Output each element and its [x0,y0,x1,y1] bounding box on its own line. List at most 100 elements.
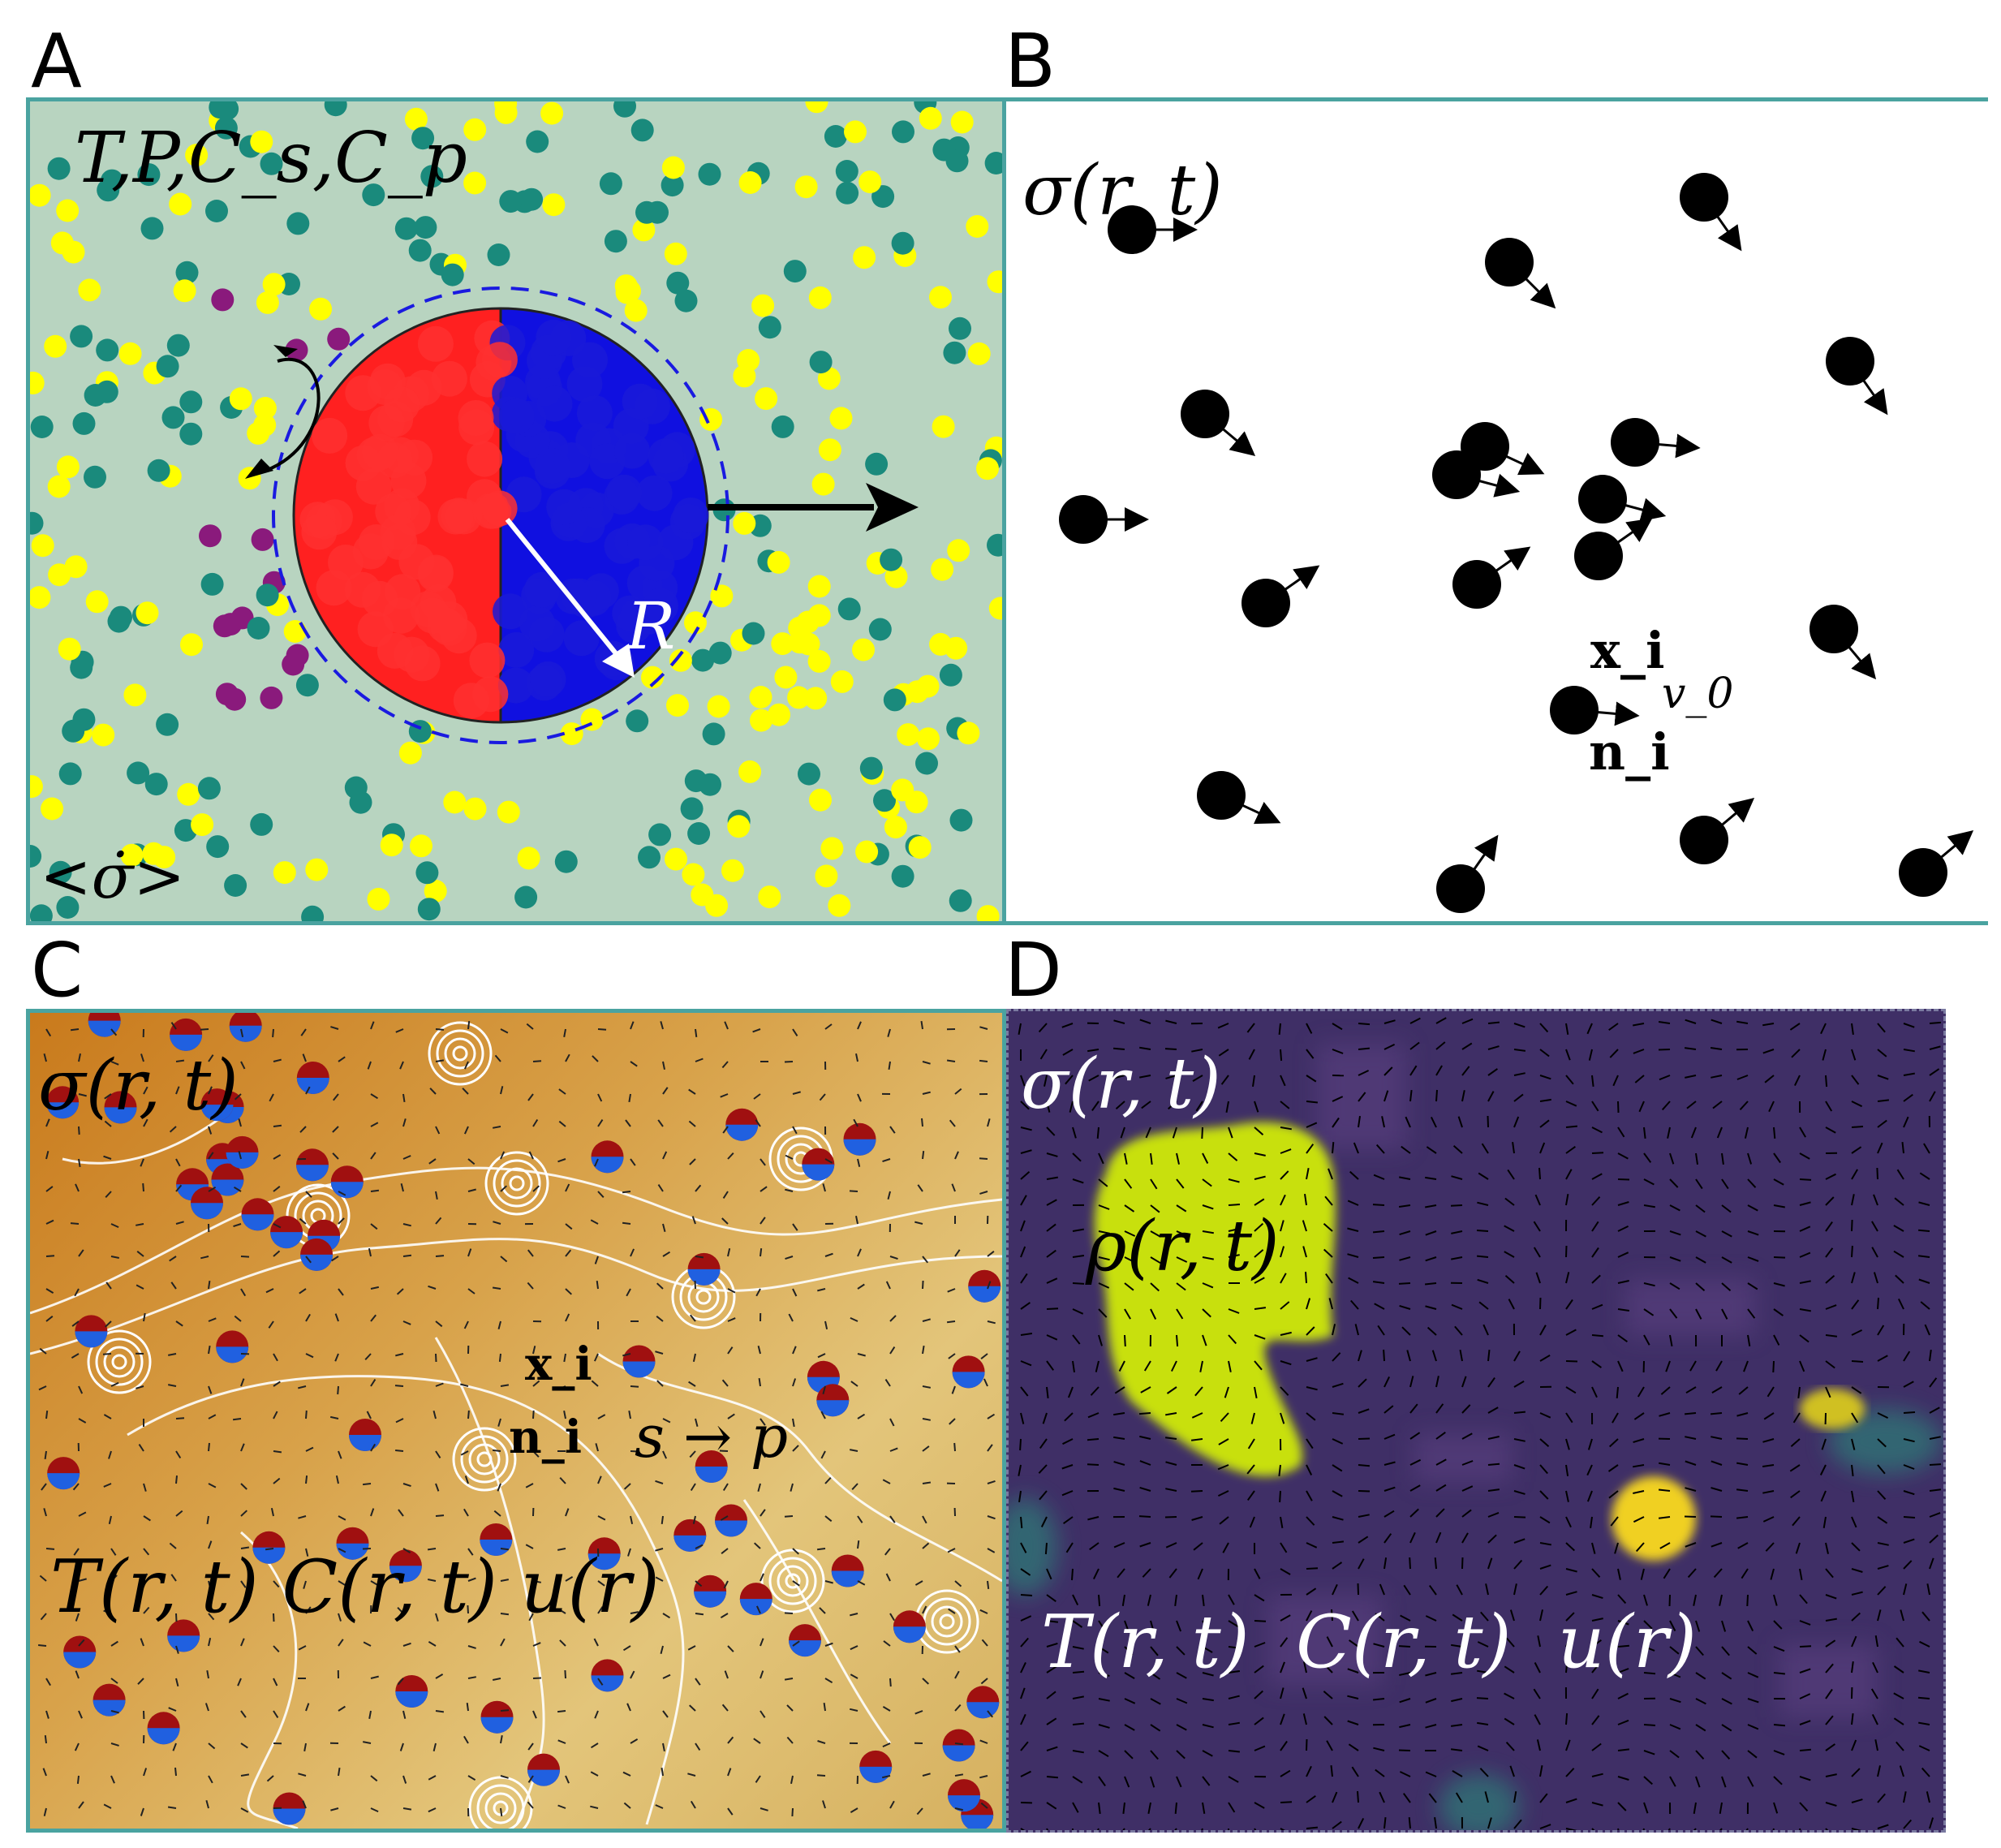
bath-particle [987,533,1002,557]
flow-arrow [169,1126,177,1133]
velocity-arrow [1218,1438,1229,1445]
flow-arrow [500,1086,504,1095]
flow-arrow [661,1515,664,1525]
flow-arrow [110,1061,119,1066]
velocity-arrow [1018,1490,1022,1503]
velocity-arrow [1150,1646,1159,1656]
bath-particle [301,905,325,921]
velocity-arrow [1254,1277,1265,1284]
velocity-arrow [1513,1559,1523,1570]
bath-particle [787,686,811,709]
flow-arrow [273,1580,280,1588]
velocity-arrow [1929,1557,1934,1570]
velocity-arrow [1929,1534,1939,1544]
bath-particle [768,703,790,726]
velocity-arrow [1643,1776,1653,1786]
velocity-arrow [1280,1194,1286,1206]
vortex-ring [777,1565,809,1597]
velocity-arrow [1762,1049,1775,1054]
velocity-arrow [1046,1717,1057,1725]
flow-arrow [143,1118,148,1127]
velocity-arrow [1903,1560,1913,1570]
velocity-arrow [1461,1018,1474,1024]
velocity-arrow [1565,1661,1569,1674]
flow-arrow [43,1093,47,1102]
flow-arrow [630,1385,639,1388]
janus-bead [673,498,709,533]
velocity-arrow [1799,1693,1811,1699]
flow-arrow [467,1605,469,1614]
flow-arrow [435,1382,444,1387]
velocity-arrow [1659,1462,1671,1466]
velocity-arrow [1427,1326,1437,1336]
flow-arrow [922,1345,925,1355]
flow-arrow [688,1381,696,1387]
flow-arrow [723,1580,729,1589]
flow-arrow [948,1608,956,1614]
velocity-arrow [1617,1201,1629,1206]
velocity-arrow [1874,1635,1878,1648]
flow-arrow [110,1256,119,1259]
flow-arrow [824,1477,832,1484]
flow-arrow [695,1613,704,1616]
flow-arrow [565,1183,570,1192]
janus-swimmer [241,1198,274,1231]
velocity-arrow [1903,1023,1915,1028]
bath-particle [708,641,732,665]
velocity-arrow [1409,1089,1413,1102]
velocity-arrow [1487,1488,1500,1492]
velocity-arrow [1669,1334,1673,1346]
flow-arrow [208,1152,214,1160]
flow-arrow [954,1088,962,1095]
velocity-arrow [1929,1091,1936,1102]
bath-particle [487,243,510,266]
velocity-arrow [1773,1334,1780,1346]
velocity-arrow [1799,1178,1812,1181]
velocity-arrow [1614,1542,1619,1554]
velocity-arrow [1046,1642,1058,1648]
flow-arrow [851,1483,858,1490]
velocity-arrow [1217,1490,1229,1497]
velocity-arrow [1280,1713,1285,1725]
velocity-arrow [1450,1724,1463,1727]
velocity-arrow [1565,1591,1577,1596]
janus-swimmer [270,1216,303,1249]
flow-arrow [105,1282,112,1290]
velocity-arrow [1332,1117,1340,1128]
flow-arrow [662,1613,671,1619]
velocity-arrow [1825,1568,1834,1579]
velocity-arrow [1658,1488,1671,1492]
velocity-arrow [1903,1490,1915,1496]
velocity-arrow [1224,1386,1229,1398]
flow-arrow [595,1443,599,1452]
flow-arrow [402,1775,407,1784]
velocity-arrow [1591,1152,1604,1154]
flow-arrow [206,1670,209,1679]
velocity-arrow [1565,1464,1569,1476]
flow-arrow [329,1415,339,1419]
flow-arrow [78,1639,85,1647]
velocity-arrow [1176,1776,1182,1788]
flow-arrow [500,1028,509,1034]
bath-particle [883,688,906,712]
bath-particle [260,686,283,709]
flow-arrow [175,1510,183,1517]
velocity-arrow [1669,1750,1680,1759]
velocity-arrow [1591,1802,1603,1807]
flow-arrow [368,1710,372,1719]
flow-arrow [270,1507,274,1517]
velocity-arrow [1092,1568,1099,1580]
janus-bead [377,442,413,479]
velocity-arrow [1450,1748,1463,1751]
flow-arrow [143,1573,148,1582]
velocity-arrow [1072,1594,1079,1606]
flow-arrow [334,1353,339,1362]
velocity-arrow [1306,1122,1318,1128]
bath-particle [107,610,131,633]
velocity-arrow [1591,1196,1601,1206]
velocity-arrow [1607,1464,1619,1472]
velocity-arrow [1424,1282,1437,1286]
velocity-arrow [1929,1045,1941,1050]
flow-arrow [370,1508,375,1517]
velocity-arrow [1383,1019,1396,1024]
